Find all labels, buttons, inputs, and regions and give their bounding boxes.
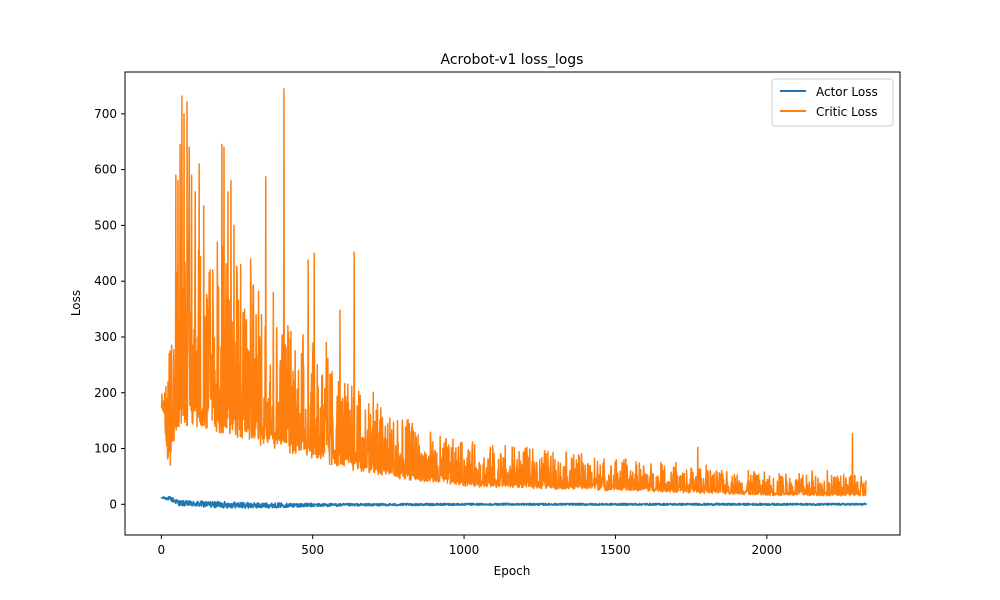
x-tick-label: 2000 [752,543,783,557]
x-tick-label: 1500 [600,543,631,557]
y-tick-label: 200 [94,386,117,400]
chart-title: Acrobot-v1 loss_logs [441,52,584,68]
y-tick-label: 100 [94,442,117,456]
y-tick-label: 500 [94,218,117,232]
critic-loss-line [160,87,867,497]
y-axis-label: Loss [69,290,83,316]
y-tick-label: 300 [94,330,117,344]
actor-loss-line [160,495,867,509]
legend: Actor Loss Critic Loss [771,78,894,127]
y-tick-label: 400 [94,274,117,288]
x-tick-label: 500 [301,543,324,557]
y-tick-label: 700 [94,107,117,121]
plot-frame [124,71,901,536]
y-tick-label: 0 [109,497,117,511]
x-tick-label: 1000 [449,543,480,557]
y-axis: 0 100 200 300 400 500 600 700 [94,107,125,511]
y-tick-label: 600 [94,163,117,177]
series-layer [160,87,867,509]
x-tick-label: 0 [158,543,166,557]
legend-label-actor: Actor Loss [816,85,878,99]
x-axis-label: Epoch [494,564,531,578]
x-axis: 0 500 1000 1500 2000 [158,535,783,557]
legend-label-critic: Critic Loss [816,105,877,119]
